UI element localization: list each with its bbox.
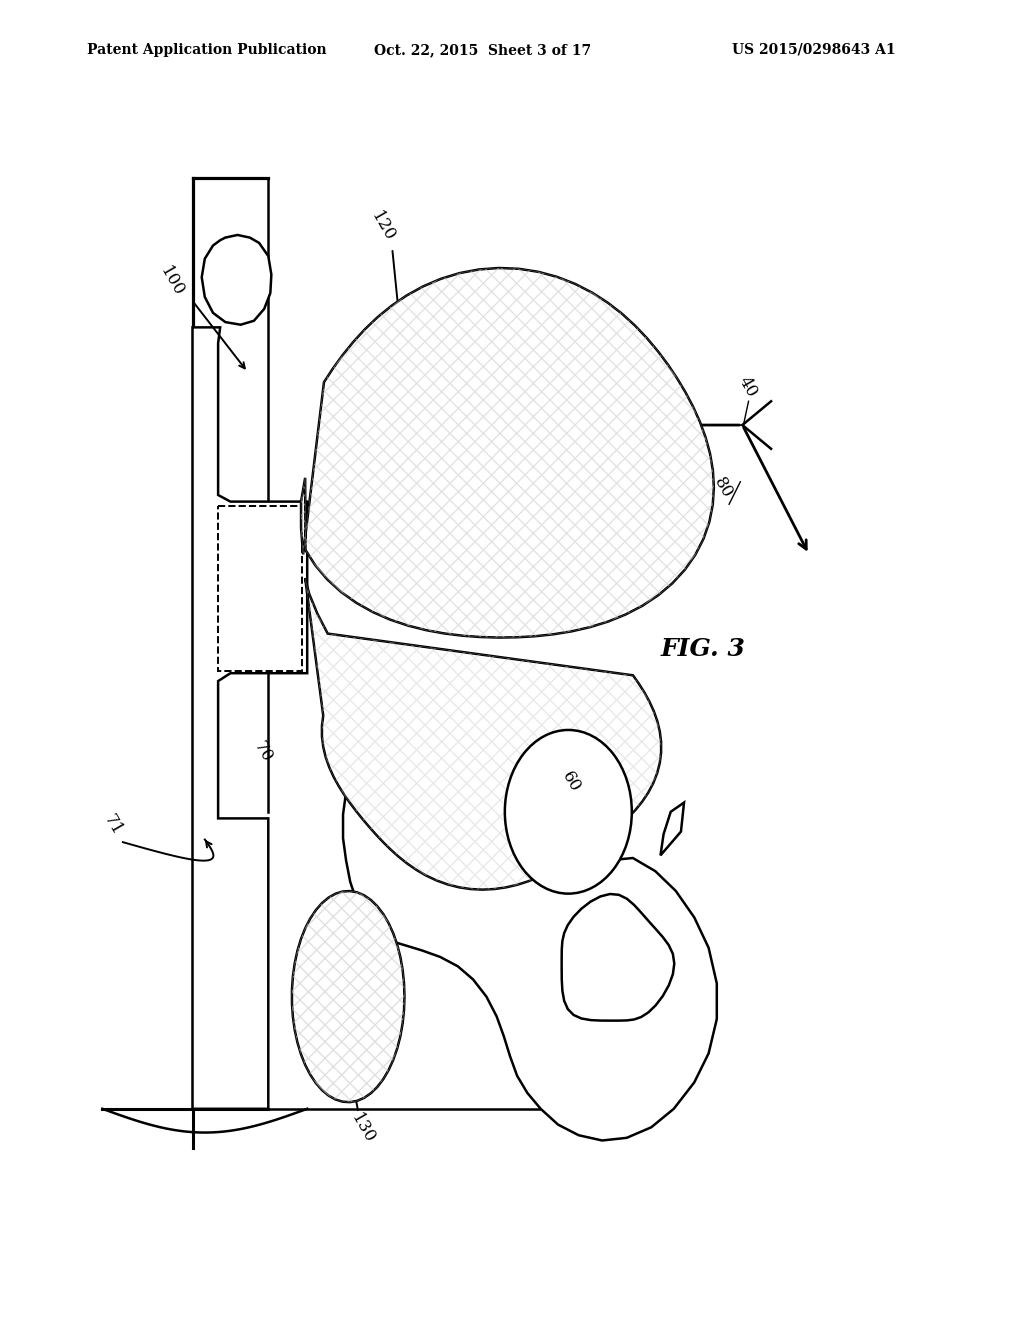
Text: 130: 130 <box>347 1110 378 1147</box>
Text: 100: 100 <box>157 263 187 300</box>
Text: 40: 40 <box>735 374 760 400</box>
Text: 70: 70 <box>251 739 275 766</box>
Text: US 2015/0298643 A1: US 2015/0298643 A1 <box>732 42 896 57</box>
Circle shape <box>505 730 632 894</box>
Polygon shape <box>218 506 302 671</box>
Text: Patent Application Publication: Patent Application Publication <box>87 42 327 57</box>
Text: 60: 60 <box>559 768 584 795</box>
Polygon shape <box>305 578 662 890</box>
Text: 80: 80 <box>711 475 735 502</box>
Polygon shape <box>660 803 684 855</box>
Polygon shape <box>301 268 714 638</box>
Text: Oct. 22, 2015  Sheet 3 of 17: Oct. 22, 2015 Sheet 3 of 17 <box>374 42 591 57</box>
Text: FIG. 3: FIG. 3 <box>660 638 745 661</box>
Polygon shape <box>193 327 307 1109</box>
Text: 120: 120 <box>368 209 398 246</box>
Text: 71: 71 <box>100 812 125 838</box>
Polygon shape <box>343 729 717 1140</box>
Polygon shape <box>292 891 404 1102</box>
Polygon shape <box>202 235 271 325</box>
Polygon shape <box>562 894 674 1020</box>
